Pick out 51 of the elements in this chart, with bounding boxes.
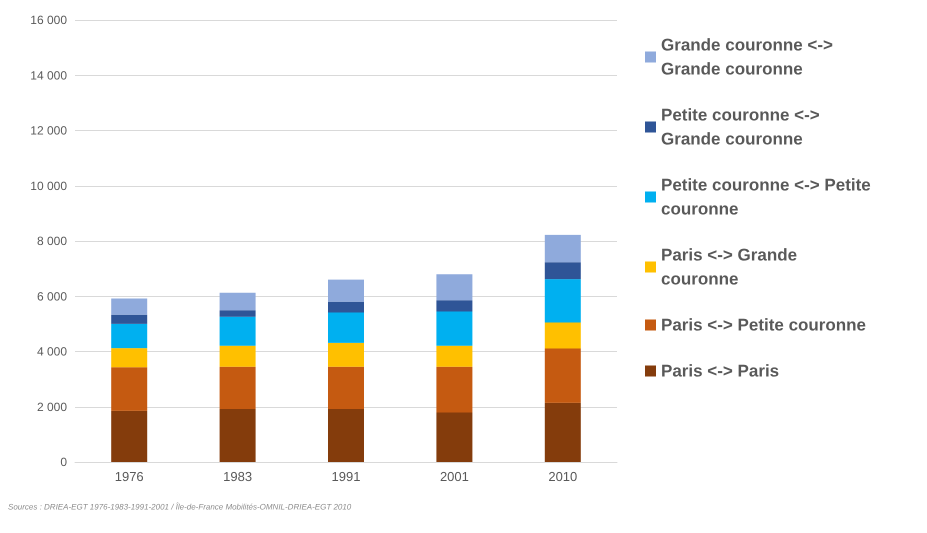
y-tick-label: 4 000 [36, 344, 68, 358]
y-tick-label: 12 000 [30, 124, 68, 138]
legend-label: Petite couronne <-> Grande couronne [661, 106, 824, 148]
y-tick-label: 8 000 [36, 234, 68, 248]
bar [220, 346, 256, 367]
bar [436, 311, 472, 346]
x-tick-label: 2010 [548, 469, 578, 484]
y-tick-label: 16 000 [30, 13, 68, 27]
bar [544, 322, 581, 348]
bar [544, 348, 581, 403]
source-note: Sources : DRIEA-EGT 1976-1983-1991-2001 / Île-de-France Mobilités-OMNIL-DRIEA-EGT 2010 [8, 502, 352, 512]
bar [220, 316, 256, 346]
bar [111, 298, 148, 315]
y-tick-label: 2 000 [36, 400, 68, 414]
bar [544, 234, 581, 262]
bar [220, 366, 256, 409]
bar [436, 366, 472, 413]
bar [111, 410, 148, 462]
y-tick-label: 14 000 [30, 68, 68, 82]
legend-label: Petite couronne <-> Petite couronne [661, 176, 876, 218]
x-tick-label: 1983 [223, 469, 252, 484]
bar [328, 280, 364, 302]
bar [220, 408, 256, 462]
bar [436, 300, 472, 312]
bar [328, 312, 364, 343]
bar [328, 302, 364, 313]
bar [436, 346, 472, 367]
legend-label: Paris <-> Petite couronne [661, 316, 866, 334]
legend-label: Paris <-> Grande couronne [661, 246, 802, 288]
bar [111, 324, 148, 348]
x-tick-label: 1976 [114, 469, 144, 484]
bar [111, 348, 148, 368]
bar [111, 367, 148, 411]
bar [544, 262, 581, 280]
bar [544, 279, 581, 322]
y-tick-label: 10 000 [30, 178, 68, 193]
x-tick-label: 1991 [332, 469, 360, 484]
bar [436, 412, 472, 462]
bar [544, 402, 581, 462]
bar [220, 310, 256, 317]
bar [220, 292, 256, 310]
bar [328, 366, 364, 409]
bar [436, 274, 472, 300]
legend-label: Grande couronne <-> Grande couronne [661, 36, 838, 78]
y-tick-label: 0 [60, 455, 68, 469]
bar [111, 314, 148, 324]
bar [328, 408, 364, 462]
x-tick-label: 2001 [440, 469, 469, 484]
y-tick-label: 6 000 [36, 289, 68, 304]
legend-label: Paris <-> Paris [661, 362, 780, 380]
bar [328, 342, 364, 367]
